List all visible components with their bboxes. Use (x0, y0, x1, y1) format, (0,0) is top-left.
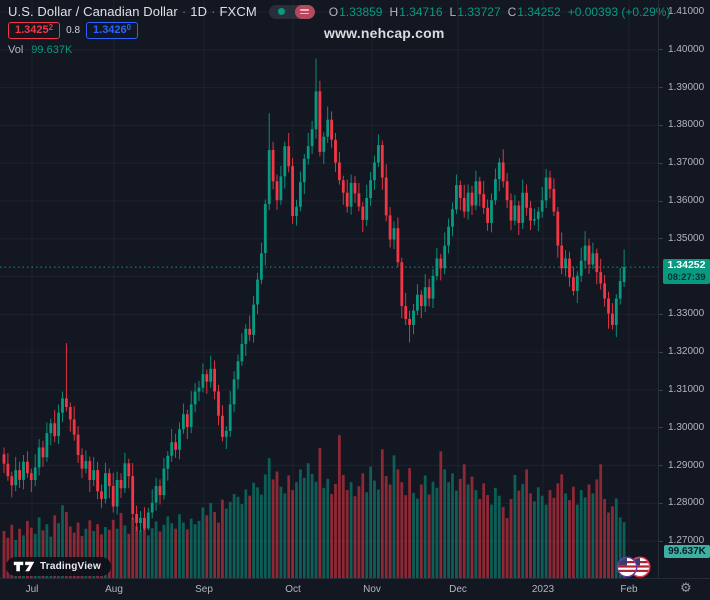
menu-bar-icon (300, 8, 310, 11)
time-axis-label: Oct (285, 584, 301, 595)
price-axis-tick (659, 540, 663, 542)
visibility-toggle-button[interactable] (269, 5, 295, 19)
symbol-name: U.S. Dollar / Canadian Dollar (8, 4, 178, 19)
separator: · (211, 4, 216, 19)
price-axis-label: 1.35000 (668, 232, 705, 244)
candles-layer (2, 58, 626, 533)
volume-axis-badge: 99.637K (664, 545, 710, 558)
time-axis-label: Nov (363, 584, 381, 595)
price-axis-label: 1.31000 (668, 384, 705, 395)
price-axis-label: 1.40000 (668, 43, 705, 55)
tradingview-mark-icon (13, 561, 35, 572)
volume-layer (2, 435, 626, 578)
buy-button[interactable]: 1.34260 (86, 22, 139, 39)
price-axis-tick (659, 162, 663, 164)
separator: · (181, 4, 187, 19)
bid-price: 1.3425 (15, 24, 49, 36)
price-axis-label: 1.36000 (668, 195, 705, 206)
low-label: L (449, 4, 457, 19)
low-value: 1.33727 (457, 4, 501, 19)
price-axis-label: 1.27000 (668, 535, 705, 547)
price-axis-label: 1.30000 (668, 421, 705, 433)
price-axis-label: 1.37000 (668, 157, 705, 169)
price-axis-tick (659, 49, 663, 51)
price-axis-tick (659, 11, 663, 13)
sell-button[interactable]: 1.34252 (8, 22, 61, 39)
time-axis-label: Aug (105, 584, 123, 595)
ask-price: 1.3426 (93, 24, 127, 36)
bar-countdown: 08:27:39 (667, 272, 706, 283)
exchange-label: FXCM (219, 4, 257, 19)
price-axis-label: 1.29000 (668, 459, 705, 471)
current-price-value: 1.34252 (667, 259, 706, 271)
economic-event-flag-icon (616, 556, 638, 578)
time-axis-label: 2023 (531, 584, 555, 595)
price-axis-tick (659, 427, 663, 429)
price-axis-tick (659, 351, 663, 353)
price-axis-label: 1.38000 (668, 119, 705, 131)
brand-name: TradingView (40, 561, 101, 572)
interval-label[interactable]: 1D (190, 4, 208, 19)
open-value: 1.33859 (339, 4, 383, 19)
price-axis-label: 1.33000 (668, 308, 705, 320)
time-axis-label: Sep (195, 584, 213, 595)
price-axis-label: 1.39000 (668, 81, 705, 93)
volume-label: Vol (8, 44, 24, 56)
price-axis-tick (659, 465, 663, 467)
change-value: +0.00393 (+0.29%) (567, 4, 671, 19)
bid-price-fraction: 2 (48, 23, 54, 32)
price-axis-tick (659, 313, 663, 315)
price-axis-label: 1.32000 (668, 346, 705, 358)
price-axis-label: 1.28000 (668, 497, 705, 509)
ohlc-values: O 1.33859 H 1.34716 L 1.33727 C 1.34252 +0.0… (329, 5, 671, 19)
time-axis-label: Dec (449, 584, 467, 595)
price-axis-tick (659, 87, 663, 89)
price-axis[interactable]: 1.41000 1.40000 1.39000 1.38000 1.37000 1.360… (658, 0, 710, 578)
menu-bar-icon (300, 12, 310, 15)
price-axis-tick (659, 502, 663, 504)
symbol-title[interactable]: U.S. Dollar / Canadian Dollar · 1D · FXCM (8, 4, 257, 19)
open-label: O (328, 4, 339, 19)
time-axis-label: Feb (620, 584, 638, 595)
time-axis[interactable]: Jul Aug Sep Oct Nov Dec 2023 Feb (0, 578, 710, 600)
legend-menu-button[interactable] (294, 4, 315, 19)
price-axis-tick (659, 124, 663, 126)
time-axis-label: Jul (25, 584, 39, 595)
price-axis-label: 1.41000 (668, 6, 705, 17)
high-value: 1.34716 (399, 4, 443, 19)
close-value: 1.34252 (517, 4, 561, 19)
tradingview-logo[interactable]: TradingView (6, 557, 111, 576)
legend-controls (268, 4, 315, 19)
eye-dot-icon (278, 8, 286, 15)
price-axis-tick (659, 200, 663, 202)
bid-ask-row: 1.34252 0.8 1.34260 (8, 22, 139, 39)
price-axis-tick (659, 238, 663, 240)
gear-icon[interactable]: ⚙ (680, 581, 692, 596)
economic-event-flags[interactable] (615, 554, 653, 582)
price-axis-tick (659, 389, 663, 391)
grid-layer (0, 0, 658, 578)
current-price-badge: 1.34252 08:27:39 (663, 259, 710, 284)
watermark-text: www.nehcap.com (324, 25, 445, 41)
volume-value: 99.637K (31, 44, 73, 56)
close-label: C (507, 4, 517, 19)
volume-indicator-legend[interactable]: Vol 99.637K (8, 44, 72, 56)
spread-value: 0.8 (66, 25, 81, 36)
high-label: H (389, 4, 399, 19)
ask-price-fraction: 0 (126, 23, 132, 32)
